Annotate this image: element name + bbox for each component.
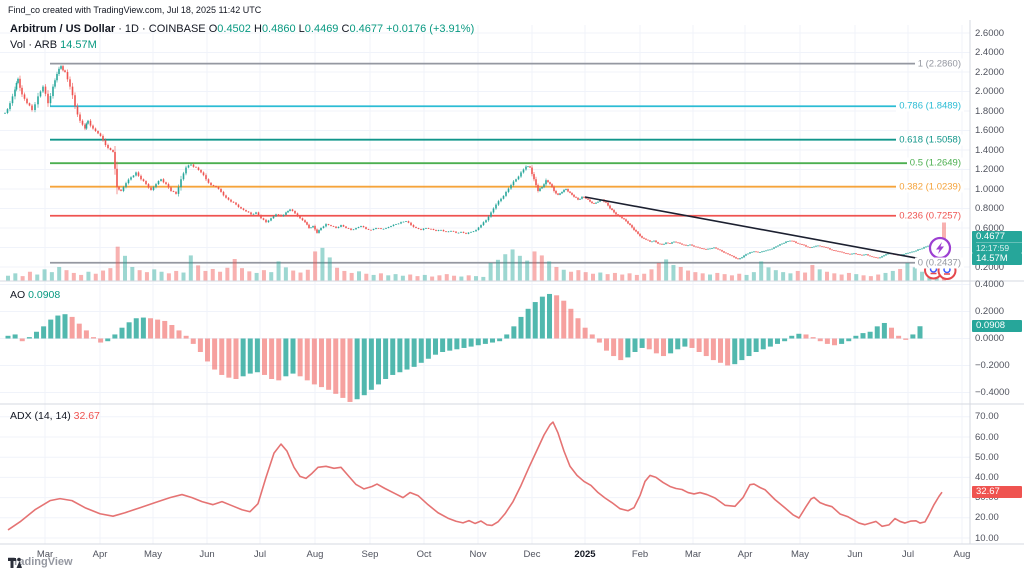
- grid-lines: [0, 25, 970, 544]
- bar-countdown: 12:17:59: [976, 242, 1022, 254]
- price-axis-tick: 1.6000: [975, 125, 1005, 136]
- fib-label-1[interactable]: 1 (2.2860): [914, 58, 964, 70]
- ao-axis-tick: −0.4000: [975, 387, 1010, 398]
- time-axis-tick[interactable]: Nov: [469, 549, 487, 560]
- ao-name: AO: [10, 289, 26, 301]
- last-price-value: 0.4677: [976, 231, 1006, 242]
- time-axis-tick[interactable]: Jul: [253, 549, 267, 560]
- price-axis-tick: 1.4000: [975, 144, 1005, 156]
- close-value: 0.4677: [349, 23, 384, 35]
- fib-label-0.618[interactable]: 0.618 (1.5058): [896, 134, 964, 146]
- adx-pane-header[interactable]: ADX (14, 14) 32.67: [10, 410, 100, 422]
- time-axis-tick[interactable]: Feb: [631, 549, 649, 560]
- time-axis-tick[interactable]: Dec: [523, 549, 541, 560]
- volume-axis-value: 14.57M: [976, 253, 1008, 264]
- price-axis-tick: 2.6000: [975, 27, 1005, 39]
- ao-axis-label: 0.0908: [972, 320, 1022, 332]
- fib-label-0.786[interactable]: 0.786 (1.8489): [896, 100, 964, 112]
- ao-axis-tick: 0.2000: [975, 306, 1005, 317]
- ao-axis-value: 0.0908: [976, 320, 1006, 331]
- price-axis-tick: 1.8000: [975, 105, 1005, 117]
- symbol-header[interactable]: Arbitrum / US Dollar · 1D · COINBASE O0.…: [10, 23, 474, 35]
- volume-label: Vol · ARB: [10, 39, 58, 51]
- time-axis-tick[interactable]: Mar: [36, 549, 54, 560]
- ao-axis-tick: −0.2000: [975, 360, 1010, 371]
- time-axis-tick[interactable]: Jun: [847, 549, 863, 560]
- tradingview-logo-text: TradingView: [8, 556, 73, 568]
- adx-axis-tick: 70.00: [975, 411, 999, 423]
- time-axis-tick[interactable]: Jun: [199, 549, 215, 560]
- volume-indicator-header[interactable]: Vol · ARB 14.57M: [10, 39, 97, 51]
- adx-axis-value: 32.67: [976, 486, 1000, 497]
- tradingview-logo[interactable]: TradingView: [8, 556, 73, 568]
- volume-axis-label: 14.57M: [972, 253, 1022, 265]
- price-axis-tick: 1.0000: [975, 183, 1005, 195]
- adx-axis-tick: 40.00: [975, 471, 999, 483]
- high-value: 0.4860: [261, 23, 296, 35]
- interval-label[interactable]: 1D: [124, 23, 139, 35]
- high-label: H: [253, 23, 262, 35]
- low-value: 0.4469: [304, 23, 339, 35]
- chart-credit: Find_co created with TradingView.com, Ju…: [8, 5, 262, 15]
- adx-axis-label: 32.67: [972, 486, 1022, 498]
- adx-axis-tick: 60.00: [975, 431, 999, 443]
- price-axis-tick: 2.2000: [975, 66, 1005, 78]
- ao-value: 0.0908: [28, 289, 61, 301]
- low-label: L: [298, 23, 305, 35]
- time-axis-tick[interactable]: Sep: [361, 549, 379, 560]
- time-axis-tick[interactable]: May: [144, 549, 162, 560]
- price-axis-tick: 0.6000: [975, 222, 1005, 234]
- ao-axis-tick: 0.4000: [975, 279, 1005, 290]
- time-axis-tick[interactable]: 2025: [574, 549, 596, 560]
- time-axis-tick[interactable]: Mar: [684, 549, 702, 560]
- ao-axis-tick: 0.0000: [975, 333, 1005, 344]
- price-axis-tick: 2.4000: [975, 47, 1005, 58]
- exchange-label[interactable]: COINBASE: [148, 23, 206, 35]
- tradingview-logo-icon: [8, 557, 22, 568]
- fib-label-0.382[interactable]: 0.382 (1.0239): [896, 181, 964, 193]
- adx-axis-tick: 10.00: [975, 532, 999, 544]
- open-label: O: [208, 23, 218, 35]
- last-price-label: 0.4677 12:17:59: [972, 231, 1022, 253]
- close-label: C: [341, 23, 350, 35]
- ao-histogram: [5, 293, 923, 402]
- fib-label-0.236[interactable]: 0.236 (0.7257): [896, 210, 964, 222]
- ohlc-readout: O0.4502 H0.4860 L0.4469 C0.4677 +0.0176 …: [209, 23, 475, 35]
- time-axis-tick[interactable]: Oct: [416, 549, 432, 560]
- time-axis-tick[interactable]: May: [791, 549, 809, 560]
- adx-name: ADX (14, 14): [10, 410, 71, 422]
- separator-dot: ·: [118, 23, 125, 35]
- adx-line: [7, 421, 943, 531]
- price-axis-tick: 1.2000: [975, 164, 1005, 175]
- open-value: 0.4502: [217, 23, 251, 35]
- trendline-drawing[interactable]: [584, 196, 933, 262]
- time-axis-tick[interactable]: Apr: [92, 549, 108, 560]
- adx-axis-tick: 50.00: [975, 451, 999, 463]
- price-axis-tick: 0.8000: [975, 203, 1005, 214]
- price-axis-tick: 0.2000: [975, 261, 1005, 273]
- fib-retracement-lines[interactable]: [50, 62, 962, 264]
- ao-pane-header[interactable]: AO 0.0908: [10, 289, 60, 301]
- symbol-name[interactable]: Arbitrum / US Dollar: [10, 23, 116, 35]
- adx-axis-tick: 20.00: [975, 512, 999, 524]
- separator-dot: ·: [142, 23, 149, 35]
- time-axis-tick[interactable]: Aug: [953, 549, 971, 560]
- change-value: +0.0176 (+3.91%): [386, 23, 475, 35]
- price-axis-tick: 2.0000: [975, 86, 1005, 97]
- volume-value: 14.57M: [60, 39, 97, 51]
- time-axis-tick[interactable]: Jul: [901, 549, 915, 560]
- lightning-badge-icon[interactable]: [928, 236, 952, 260]
- candlestick-series: [4, 65, 943, 260]
- time-axis-tick[interactable]: Aug: [306, 549, 324, 560]
- fib-label-0[interactable]: 0 (0.2437): [914, 257, 964, 269]
- adx-value: 32.67: [73, 410, 100, 422]
- volume-bars: [6, 222, 946, 281]
- time-axis-tick[interactable]: Apr: [737, 549, 753, 560]
- fib-label-0.5[interactable]: 0.5 (1.2649): [906, 157, 964, 169]
